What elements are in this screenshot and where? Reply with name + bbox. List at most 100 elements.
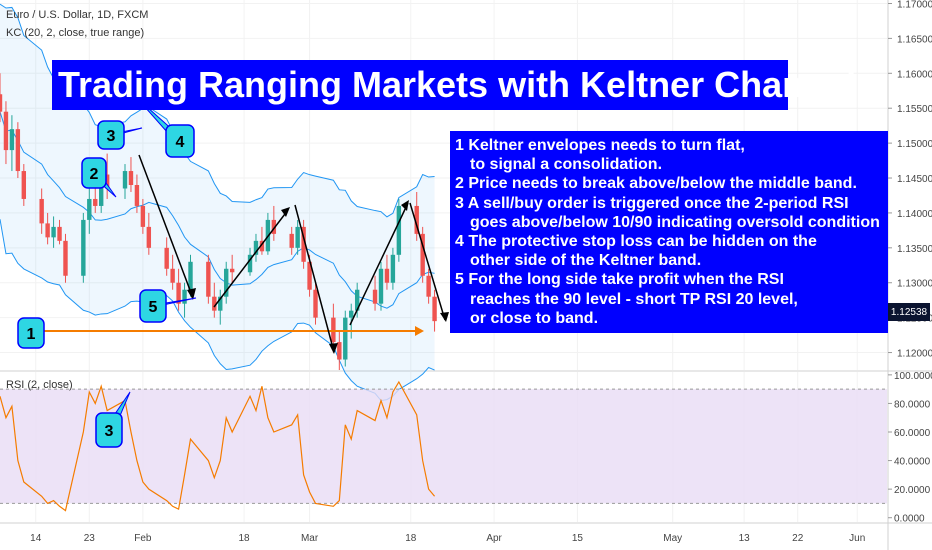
time-tick-label: 22 xyxy=(792,533,804,544)
candle-body xyxy=(432,296,437,322)
callout-number: 1 xyxy=(27,326,36,343)
candle-body xyxy=(45,223,50,238)
candle-body xyxy=(3,111,9,151)
chart-title: Trading Ranging Markets with Keltner Cha… xyxy=(58,64,857,105)
keltner-middle-band xyxy=(0,111,435,309)
rsi-tick-label: 20.0000 xyxy=(894,485,931,496)
strategy-steps-box: 1 Keltner envelopes needs to turn flat, … xyxy=(450,131,888,333)
arrow-down-3 xyxy=(409,202,446,321)
candle-body xyxy=(140,205,146,227)
step-1-cont: to signal a consolidation. xyxy=(470,156,663,174)
candle-body xyxy=(87,198,92,220)
candle-body xyxy=(372,289,378,304)
candle-body xyxy=(146,226,152,248)
candle-body xyxy=(259,240,265,252)
step-2-line: 2 Price needs to break above/below the m… xyxy=(455,175,857,193)
trend-arrows xyxy=(138,154,446,353)
rsi-series xyxy=(0,380,887,512)
price-tick-label: 1.14000 xyxy=(897,209,932,220)
candle-body xyxy=(396,205,402,255)
step-3-line: 3 A sell/buy order is triggered once the… xyxy=(455,194,849,212)
candle-body xyxy=(343,317,348,360)
candle-body xyxy=(313,289,318,318)
callout-number: 5 xyxy=(149,299,158,316)
candle-body xyxy=(57,226,62,241)
rsi-line xyxy=(0,380,436,512)
current-price-tag: 1.12538 xyxy=(888,303,930,321)
candle-body xyxy=(0,94,3,112)
candle-body xyxy=(15,129,21,172)
time-tick-label: Jun xyxy=(849,533,865,544)
arrowheads xyxy=(187,200,449,354)
price-tick-label: 1.13000 xyxy=(897,279,932,290)
arrow-up-1 xyxy=(213,209,289,308)
callout-bubble xyxy=(17,317,45,349)
arrow-down-1 xyxy=(138,154,194,299)
callout-bubble xyxy=(97,120,125,150)
candlestick-series xyxy=(0,73,437,370)
rsi-tick-label: 80.0000 xyxy=(894,399,931,410)
callout-bubble xyxy=(139,289,167,323)
rsi-tick-label: 0.0000 xyxy=(894,514,925,525)
callout-bubble xyxy=(95,412,123,448)
callout-bubble xyxy=(81,157,107,189)
candle-body xyxy=(224,268,229,297)
arrow-down-2 xyxy=(294,204,335,353)
callout-bubble xyxy=(165,124,195,158)
rsi-tick-label: 40.0000 xyxy=(894,457,931,468)
time-tick-label: 15 xyxy=(572,533,584,544)
step-5-cont: reaches the 90 level - short TP RSI 20 l… xyxy=(470,290,798,308)
candle-body xyxy=(128,171,134,185)
candle-body xyxy=(301,226,306,262)
time-tick-label: Apr xyxy=(486,533,502,544)
candle-body xyxy=(188,261,193,290)
time-tick-label: Mar xyxy=(301,533,319,544)
candle-body xyxy=(229,268,235,273)
candle-body xyxy=(212,296,217,311)
annotations xyxy=(40,154,449,354)
callout-3: 3 xyxy=(97,120,143,150)
step-1-line: 1 Keltner envelopes needs to turn flat, xyxy=(455,137,745,154)
rsi-band-fill xyxy=(0,389,887,504)
candle-body xyxy=(349,310,354,318)
candle-body xyxy=(378,268,384,304)
candle-body xyxy=(426,275,431,297)
time-axis-ticks: 14 23 Feb 18 Mar 18 Apr 15 May 13 22 Jun xyxy=(30,533,865,544)
candle-body xyxy=(384,268,390,283)
symbol-legend: Euro / U.S. Dollar, 1D, FXCM xyxy=(6,9,149,21)
callout-number: 2 xyxy=(90,166,99,183)
time-tick-label: 18 xyxy=(239,533,251,544)
candle-body xyxy=(176,282,181,304)
candle-body xyxy=(206,261,211,297)
candle-body xyxy=(307,261,312,290)
indicator-legend: KC (20, 2, close, true range) xyxy=(6,27,145,39)
candle-body xyxy=(182,289,187,304)
candle-body xyxy=(420,233,425,276)
step-4-line: 4 The protective stop loss can be hidden… xyxy=(455,233,817,251)
candle-body xyxy=(93,198,98,206)
arrowhead xyxy=(440,312,449,322)
callout-1: 1 xyxy=(17,317,45,349)
candle-body xyxy=(414,205,419,234)
price-tick-label: 1.15000 xyxy=(897,139,932,150)
time-tick-label: 14 xyxy=(30,533,42,544)
candle-body xyxy=(104,174,110,189)
rsi-tick-label: 100.0000 xyxy=(894,371,932,382)
rsi-tick-label: 60.0000 xyxy=(894,428,931,439)
candle-body xyxy=(63,240,68,276)
arrow-up-2 xyxy=(349,202,409,326)
callout-number: 3 xyxy=(105,423,114,440)
support-arrowhead xyxy=(415,326,424,336)
candle-body xyxy=(99,174,104,206)
price-tick-label: 1.14500 xyxy=(897,174,932,185)
candle-body xyxy=(337,342,342,360)
candle-body xyxy=(164,247,169,269)
candle-body xyxy=(247,254,253,273)
keltner-lower-band xyxy=(0,219,435,402)
time-tick-label: May xyxy=(663,533,682,544)
price-tick-label: 1.16000 xyxy=(897,69,932,80)
candle-body xyxy=(271,219,277,234)
arrowhead xyxy=(401,200,409,211)
price-tick-label: 1.17000 xyxy=(897,0,932,10)
price-tick-label: 1.12000 xyxy=(897,349,932,360)
